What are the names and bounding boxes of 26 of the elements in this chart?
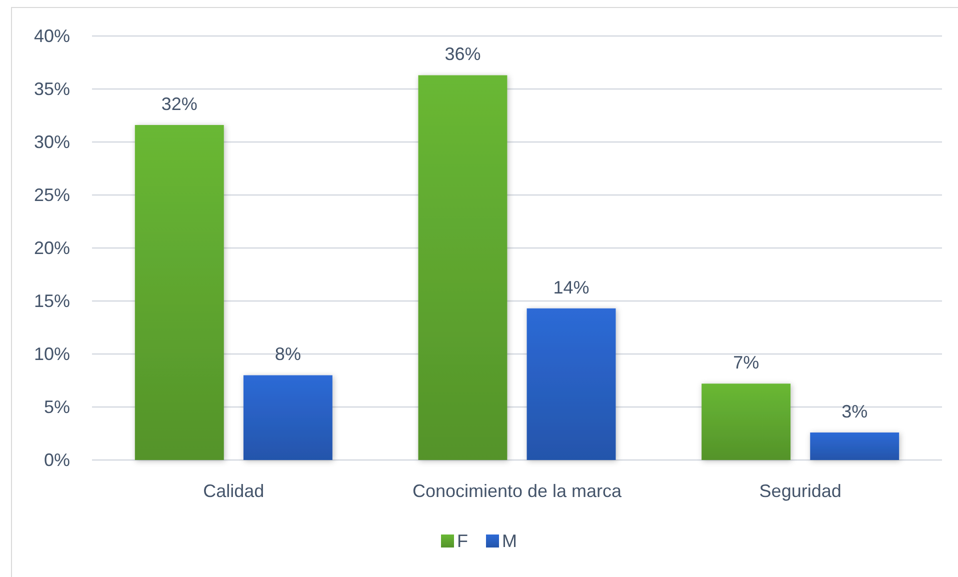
- y-tick-label: 40%: [34, 26, 70, 46]
- bar: [134, 125, 224, 460]
- bar: [810, 432, 900, 460]
- data-label: 8%: [274, 344, 301, 364]
- data-label: 36%: [444, 44, 481, 64]
- bar: [418, 75, 508, 460]
- data-label: 14%: [553, 277, 590, 298]
- y-tick-label: 15%: [34, 291, 70, 311]
- legend-label: F: [457, 531, 468, 551]
- x-tick-label: Conocimiento de la marca: [412, 481, 623, 501]
- y-tick-label: 5%: [44, 397, 70, 417]
- x-tick-label: Calidad: [203, 481, 264, 501]
- bar: [526, 308, 616, 460]
- data-label: 32%: [161, 94, 198, 114]
- x-tick-label: Seguridad: [759, 481, 842, 501]
- data-label: 3%: [842, 401, 868, 422]
- y-tick-label: 10%: [34, 344, 70, 364]
- y-tick-label: 30%: [34, 132, 70, 152]
- bar: [243, 375, 332, 460]
- y-tick-label: 25%: [34, 185, 70, 205]
- y-tick-label: 0%: [44, 450, 70, 470]
- bar: [702, 384, 791, 460]
- legend-label: M: [502, 531, 517, 551]
- y-tick-label: 35%: [34, 79, 70, 99]
- data-label: 7%: [733, 352, 760, 373]
- y-tick-label: 20%: [34, 238, 70, 258]
